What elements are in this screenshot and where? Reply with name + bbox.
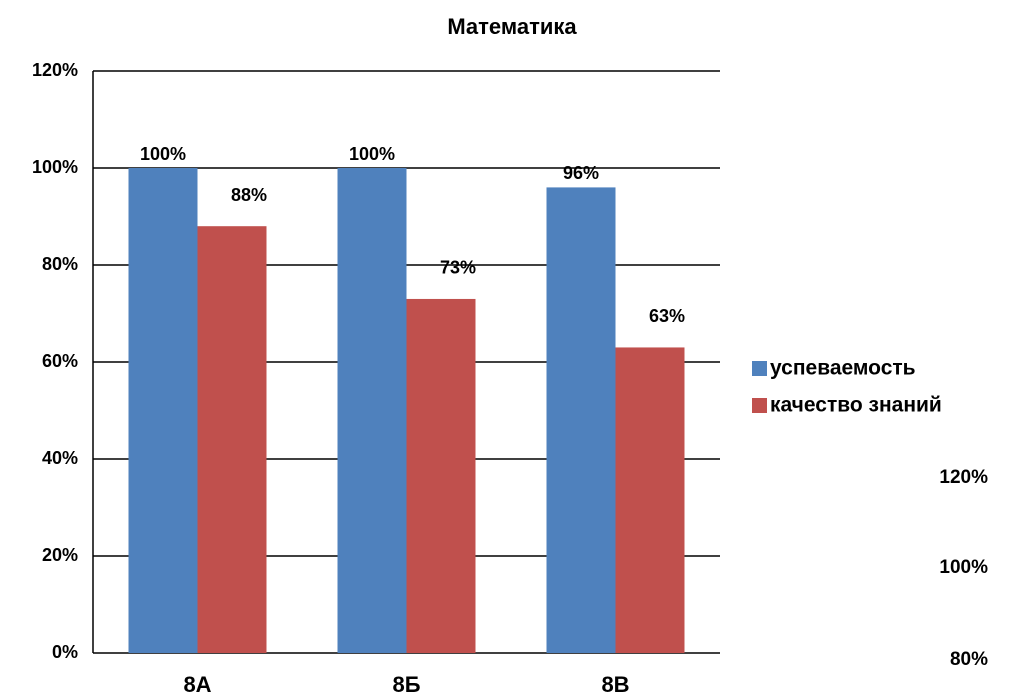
data-label: 73%	[440, 258, 476, 278]
bar	[128, 168, 198, 653]
bar	[197, 226, 267, 653]
y-tick-label: 60%	[42, 351, 78, 371]
y-tick-label: 100%	[32, 157, 78, 177]
x-tick-label: 8А	[183, 672, 211, 697]
data-label: 96%	[563, 163, 599, 183]
bar	[615, 347, 685, 653]
y-tick-label: 0%	[52, 642, 78, 662]
chart-title: Математика	[447, 14, 577, 39]
x-tick-label: 8Б	[392, 672, 420, 697]
legend-swatch	[752, 361, 767, 376]
y-tick-label: 40%	[42, 448, 78, 468]
legend-label: успеваемость	[770, 357, 916, 380]
stray-label: 80%	[950, 649, 988, 670]
data-label: 100%	[349, 144, 395, 164]
x-tick-label: 8В	[601, 672, 629, 697]
stray-label: 100%	[939, 557, 988, 578]
legend-swatch	[752, 398, 767, 413]
data-label: 63%	[649, 306, 685, 326]
bar	[337, 168, 407, 653]
stray-label: 120%	[939, 467, 988, 488]
bar	[546, 187, 616, 653]
data-label: 100%	[140, 144, 186, 164]
y-tick-label: 80%	[42, 254, 78, 274]
bar	[406, 298, 476, 653]
y-tick-label: 20%	[42, 545, 78, 565]
legend-label: качество знаний	[770, 394, 942, 417]
data-label: 88%	[231, 185, 267, 205]
y-tick-label: 120%	[32, 60, 78, 80]
